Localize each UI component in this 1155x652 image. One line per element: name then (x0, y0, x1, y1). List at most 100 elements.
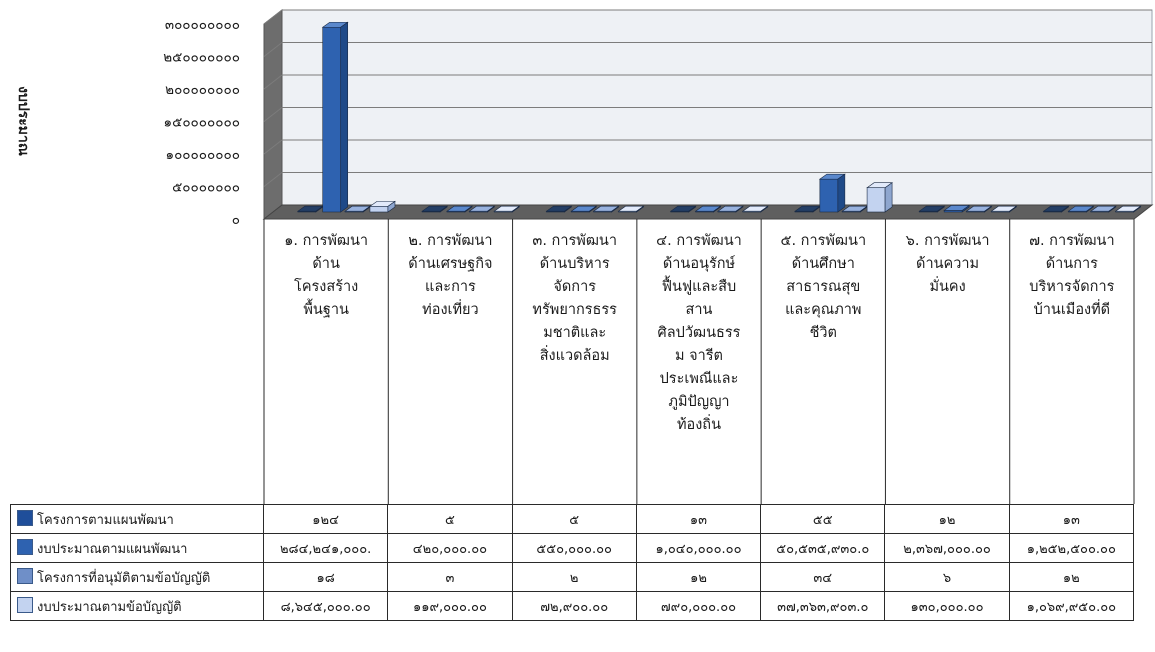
bar (1042, 205, 1070, 213)
data-label: ๕๕๐,๐๐๐.๐๐ (511, 533, 637, 563)
bar-side (340, 21, 349, 213)
bar (943, 204, 971, 213)
data-label: ๘,๖๔๕,๐๐๐.๐๐ (262, 591, 389, 621)
bar (617, 205, 645, 213)
bar-side (837, 173, 846, 213)
table-row: งบประมาณตามข้อบัญญัติ ๘,๖๔๕,๐๐๐.๐๐ ๑๑๙,๐๐๐… (10, 591, 1134, 621)
bar (1089, 205, 1117, 213)
bar-front (866, 187, 886, 213)
bar-side (588, 205, 597, 213)
data-table: โครงการตามแผนพัฒนา ๑๒๔๕๕๑๓ ๕๕ ๑๒ ๑๓ งบประมาณต… (10, 504, 1134, 621)
table-row: งบประมาณตามแผนพัฒนา ๒๘๔,๒๔๑,๐๐๐. ๔๒๐,๐๐๐.๐… (10, 533, 1134, 563)
data-label: ๑๒๔ (262, 504, 389, 534)
bar (818, 173, 846, 213)
y-tick-label: ๕๐๐๐๐๐๐๐ (172, 180, 240, 196)
bar-side (464, 205, 473, 213)
data-label: ๕ (511, 504, 637, 534)
legend-label: งบประมาณตามแผนพัฒนา (37, 541, 188, 557)
bar (794, 205, 821, 213)
bar-side (1133, 205, 1141, 213)
y-axis-label: งบประมาณ (15, 86, 31, 156)
bar (1067, 205, 1095, 213)
gridline-side (263, 42, 283, 57)
data-label: ๕๐,๕๓๕,๙๓๐.๐ (760, 533, 886, 563)
bar-side (688, 205, 697, 213)
bar-side (1061, 205, 1069, 213)
data-label: ๗๒,๙๐๐.๐๐ (511, 591, 637, 621)
data-label: ๑,๐๔๐,๐๐๐.๐๐ (635, 533, 762, 563)
legend-swatch (17, 538, 33, 555)
data-label: ๑๓๐,๐๐๐.๐๐ (884, 591, 1010, 621)
bar (468, 205, 496, 213)
gridline-side (263, 9, 283, 25)
bar (965, 205, 993, 213)
legend-label: โครงการตามแผนพัฒนา (37, 512, 174, 528)
category-label: ๑. การพัฒนา ด้าน โครงสร้าง พื้นฐาน (284, 233, 369, 318)
legend-entry: โครงการที่อนุมัติตามข้อบัญญัติ (10, 562, 264, 592)
bar-side (1108, 205, 1117, 213)
data-label: ๖ (884, 562, 1010, 592)
legend-entry: งบประมาณตามแผนพัฒนา (10, 533, 264, 563)
bar-side (735, 205, 744, 213)
bar (446, 205, 473, 213)
data-label: ๑๓ (1008, 504, 1134, 534)
category-label: ๗. การพัฒนา ด้านการ บริหารจัดการ บ้านเมืองท… (1029, 233, 1115, 318)
bar (990, 205, 1018, 213)
bar (918, 205, 946, 213)
bar-front (819, 178, 839, 213)
y-tick-label: ๓๐๐๐๐๐๐๐๐ (165, 17, 240, 33)
category-label: ๓. การพัฒนา ด้านบริหาร จัดการ ทรัพยากรธรร มช… (532, 233, 617, 364)
bar (421, 205, 449, 213)
bar-side (487, 205, 495, 213)
data-label: ๓ (387, 562, 513, 592)
bar-side (713, 205, 721, 213)
data-label: ๒ (511, 562, 637, 592)
category-label: ๔. การพัฒนา ด้านอนุรักษ์ ฟื้นฟูและสืบ สาน ศิ… (656, 233, 742, 433)
table-row: โครงการที่อนุมัติตามข้อบัญญัติ ๑๘๓๒๑๒ ๓๔๖๑… (10, 562, 1134, 592)
y-tick-label: ๑๐๐๐๐๐๐๐๐ (166, 147, 241, 163)
bar (741, 205, 769, 213)
data-label: ๑,๐๖๙,๙๕๐.๐๐ (1008, 591, 1134, 621)
legend-swatch (17, 509, 33, 526)
bar-side (439, 205, 448, 213)
legend-label: งบประมาณตามข้อบัญญัติ (37, 599, 182, 615)
bar (545, 205, 573, 213)
data-label: ๑๒ (884, 504, 1010, 534)
bar-side (984, 205, 992, 213)
bar-front (322, 26, 342, 213)
bar-side (636, 205, 644, 213)
legend-label: โครงการที่อนุมัติตามข้อบัญญัติ (37, 570, 211, 586)
data-label: ๑๒ (635, 562, 762, 592)
bar (570, 205, 598, 213)
data-label: ๑๘ (262, 562, 389, 592)
category-label: ๒. การพัฒนา ด้านเศรษฐกิจ และการ ท่องเที่ยว (408, 233, 493, 318)
legend-entry: โครงการตามแผนพัฒนา (10, 504, 264, 534)
data-label: ๓๔ (760, 562, 886, 592)
bar (592, 205, 620, 213)
data-label: ๕ (387, 504, 513, 534)
bar-side (564, 205, 572, 213)
bar (669, 205, 697, 213)
bar-side (936, 205, 945, 213)
data-label: ๑,๒๕๒,๕๐๐.๐๐ (1008, 533, 1134, 563)
y-tick-label: ๑๕๐๐๐๐๐๐๐ (164, 115, 240, 131)
gridline-side (263, 74, 283, 90)
bar-side (884, 182, 893, 213)
y-tick-label: ๒๕๐๐๐๐๐๐๐ (163, 50, 240, 66)
data-label: ๕๕ (760, 504, 886, 534)
y-tick-label: ๐ (232, 212, 240, 228)
bar-side (1009, 205, 1017, 213)
bar-side (511, 205, 520, 213)
data-label: ๒,๓๖๗,๐๐๐.๐๐ (884, 533, 1010, 563)
bar-side (961, 204, 970, 213)
legend-swatch (17, 567, 33, 584)
bar (1114, 205, 1142, 213)
bar-front (369, 206, 389, 213)
gridline-side (263, 172, 283, 187)
bar (493, 205, 521, 213)
gridline-side (263, 139, 283, 155)
bar (321, 21, 349, 213)
bar (369, 200, 396, 213)
bar-side (1086, 205, 1094, 213)
